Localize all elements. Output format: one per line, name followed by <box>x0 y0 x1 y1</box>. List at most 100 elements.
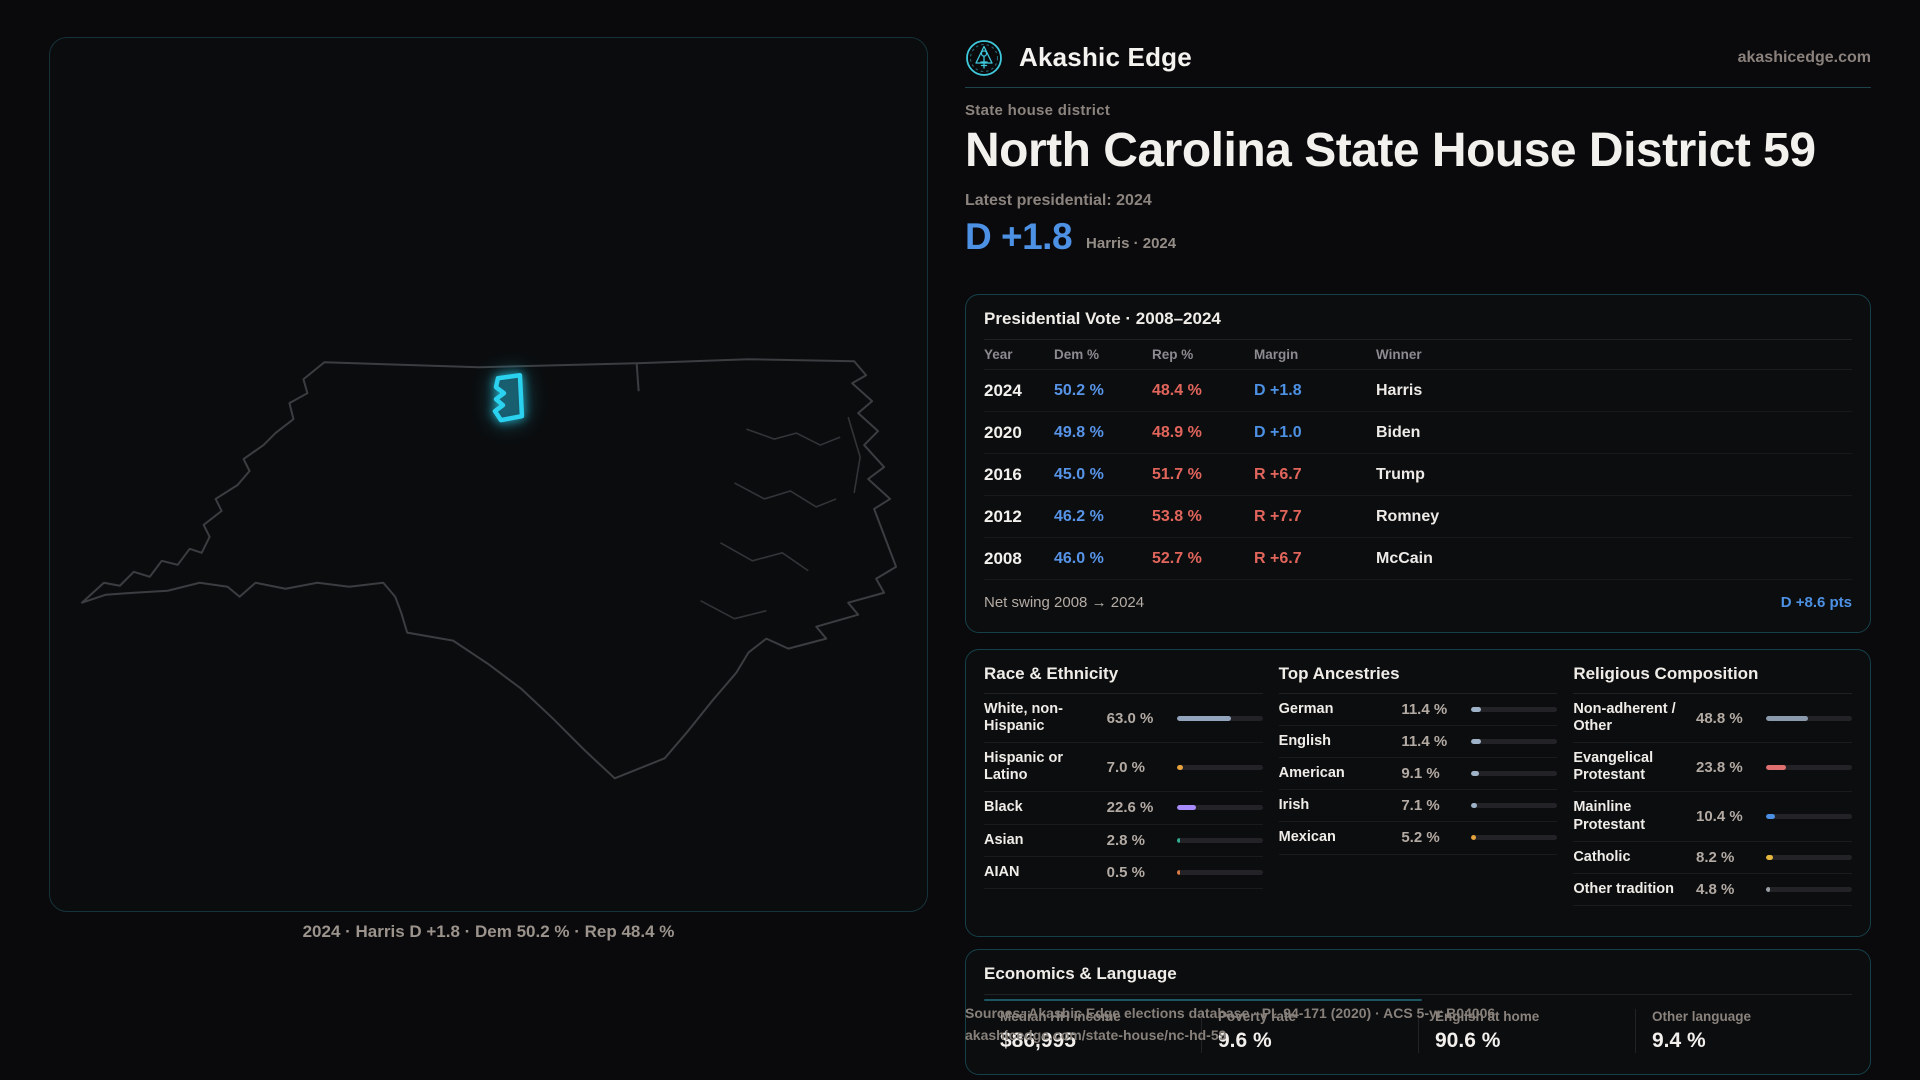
winner-cell: McCain <box>1376 549 1433 567</box>
margin-cell: R +7.7 <box>1254 507 1302 525</box>
divider <box>984 693 1263 694</box>
year-cell: 2012 <box>984 506 1022 526</box>
table-row: 2016 45.0 % 51.7 % R +6.7 Trump <box>984 454 1852 496</box>
rep-cell: 52.7 % <box>1152 549 1202 567</box>
stat-bar <box>1471 707 1558 713</box>
rep-cell: 51.7 % <box>1152 465 1202 483</box>
net-swing-row: Net swing 2008 → 2024 D +8.6 pts <box>984 580 1852 624</box>
list-item: Mainline Protestant 10.4 % <box>1573 792 1852 842</box>
year-cell: 2024 <box>984 380 1022 400</box>
stat-value: 9.1 % <box>1401 765 1440 783</box>
stat-label: White, non-Hispanic <box>984 701 1063 735</box>
rep-cell: 53.8 % <box>1152 507 1202 525</box>
col-dem: Dem % <box>1054 347 1100 362</box>
stat-bar <box>1471 803 1558 809</box>
list-item: AIAN 0.5 % <box>984 857 1263 889</box>
year-cell: 2020 <box>984 422 1022 442</box>
stat-bar <box>1176 715 1263 721</box>
stat-value: 7.1 % <box>1401 797 1440 815</box>
district-shape[interactable] <box>492 372 525 423</box>
race-ethnicity-column: Race & Ethnicity White, non-Hispanic 63.… <box>984 664 1263 922</box>
list-item: Catholic 8.2 % <box>1573 842 1852 874</box>
stat-label: English <box>1278 733 1332 750</box>
winner-cell: Biden <box>1376 423 1421 441</box>
stat-value: 5.2 % <box>1401 829 1440 847</box>
religion-column: Religious Composition Non-adherent / Oth… <box>1573 664 1852 922</box>
source-url-link[interactable]: akashicedge.com/state-house/nc-hd-59 <box>965 1027 1227 1043</box>
stat-value: 9.4 % <box>1652 1029 1706 1052</box>
margin-cell: R +6.7 <box>1254 549 1302 567</box>
year-cell: 2008 <box>984 548 1022 568</box>
list-item: German 11.4 % <box>1278 694 1558 727</box>
stat-bar <box>1471 739 1558 745</box>
rep-cell: 48.9 % <box>1152 423 1202 441</box>
stat-label: Other language <box>1652 1009 1752 1024</box>
stat-label: Median HH income <box>1000 1009 1121 1024</box>
stat-label: Mainline Protestant <box>1573 799 1646 833</box>
stat-bar <box>1471 771 1558 777</box>
economics-stats-row: Median HH income $86,995 Poverty rate 9.… <box>984 1009 1852 1053</box>
stat-value: 23.8 % <box>1695 758 1743 776</box>
stat-cell: English at home 90.6 % <box>1418 1009 1635 1053</box>
stat-label: Irish <box>1278 797 1310 814</box>
dem-cell: 49.8 % <box>1054 423 1104 441</box>
brand-domain-link[interactable]: akashicedge.com <box>1737 48 1871 66</box>
col-rep: Rep % <box>1152 347 1194 362</box>
margin-cell: R +6.7 <box>1254 465 1302 483</box>
dem-cell: 50.2 % <box>1054 381 1104 399</box>
stat-label: Hispanic or Latino <box>984 750 1063 784</box>
stat-cell: Median HH income $86,995 <box>984 1009 1201 1053</box>
ancestries-column: Top Ancestries German 11.4 % English 11.… <box>1278 664 1558 922</box>
ancestries-title: Top Ancestries <box>1278 664 1400 683</box>
stat-value: 63.0 % <box>1106 709 1154 727</box>
col-margin: Margin <box>1254 347 1299 362</box>
stat-value: 9.6 % <box>1218 1029 1272 1052</box>
stat-bar <box>1765 764 1852 770</box>
table-row: 2024 50.2 % 48.4 % D +1.8 Harris <box>984 370 1852 412</box>
presidential-vote-card: Presidential Vote · 2008–2024 Year Dem %… <box>965 294 1871 633</box>
dem-cell: 45.0 % <box>1054 465 1104 483</box>
winner-cell: Trump <box>1376 465 1425 483</box>
list-item: Asian 2.8 % <box>984 825 1263 857</box>
table-header-row: Year Dem % Rep % Margin Winner <box>984 340 1852 370</box>
list-item: Irish 7.1 % <box>1278 790 1558 823</box>
nc-state-map <box>80 358 898 780</box>
demographics-card: Race & Ethnicity White, non-Hispanic 63.… <box>965 649 1871 937</box>
stat-label: English at home <box>1435 1009 1540 1024</box>
stat-bar <box>1176 869 1263 875</box>
stat-value: 4.8 % <box>1695 880 1735 898</box>
stat-bar <box>1765 715 1852 721</box>
list-item: Evangelical Protestant 23.8 % <box>1573 743 1852 793</box>
list-item: Non-adherent / Other 48.8 % <box>1573 694 1852 744</box>
stat-value: 2.8 % <box>1106 831 1146 849</box>
stat-bar <box>1765 854 1852 860</box>
margin-cell: D +1.8 <box>1254 381 1302 399</box>
col-winner: Winner <box>1376 347 1422 362</box>
stat-value: 8.2 % <box>1695 848 1735 866</box>
district-type-label: State house district <box>965 102 1111 119</box>
divider <box>984 339 1852 340</box>
stat-label: Asian <box>984 831 1024 848</box>
stat-bar <box>1765 886 1852 892</box>
net-swing-value: D +8.6 pts <box>1780 593 1852 611</box>
headline-margin-row: D +1.8 Harris · 2024 <box>965 216 1871 258</box>
rep-cell: 48.4 % <box>1152 381 1202 399</box>
headline-margin-value: D +1.8 <box>965 216 1073 257</box>
district-map-panel <box>49 37 928 912</box>
margin-cell: D +1.0 <box>1254 423 1302 441</box>
stat-bar <box>1176 805 1263 811</box>
list-item: Mexican 5.2 % <box>1278 822 1558 855</box>
sound-lines <box>700 416 861 620</box>
divider <box>1573 693 1852 694</box>
stat-value: 10.4 % <box>1695 808 1743 826</box>
year-cell: 2016 <box>984 464 1022 484</box>
stat-value: 11.4 % <box>1401 733 1448 751</box>
headline-margin-caption: Harris · 2024 <box>1086 235 1177 252</box>
list-item: White, non-Hispanic 63.0 % <box>984 694 1263 744</box>
table-row: 2008 46.0 % 52.7 % R +6.7 McCain <box>984 538 1852 580</box>
religion-title: Religious Composition <box>1573 664 1759 683</box>
map-caption: 2024 · Harris D +1.8 · Dem 50.2 % · Rep … <box>302 922 675 941</box>
nc-state-outline <box>80 358 898 780</box>
page-title: North Carolina State House District 59 <box>965 124 1816 177</box>
net-swing-label: Net swing 2008 → 2024 <box>984 593 1145 611</box>
